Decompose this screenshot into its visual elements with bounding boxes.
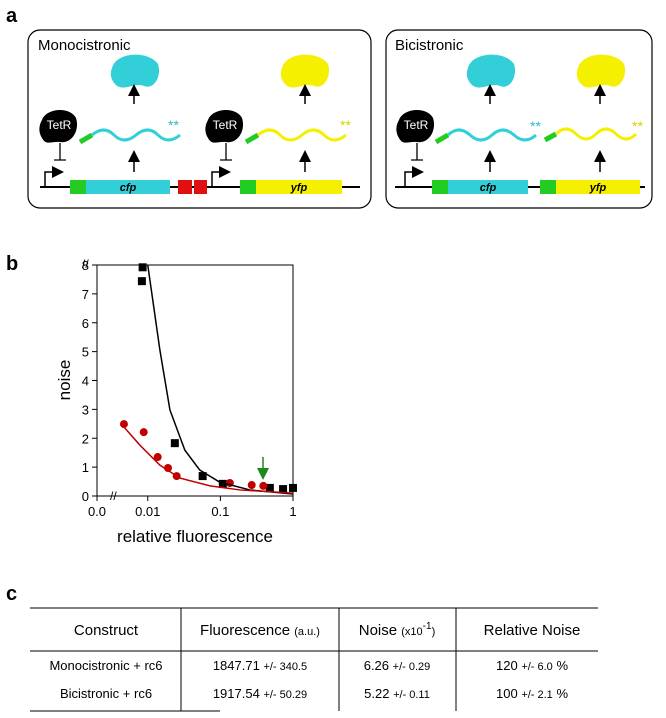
cell-error: +/- 0.11 xyxy=(393,689,430,701)
cell-unit: % xyxy=(556,658,568,673)
data-point xyxy=(247,481,256,490)
data-point xyxy=(259,481,268,490)
data-point xyxy=(170,439,179,448)
gene-label: yfp xyxy=(290,182,308,194)
gene-label: yfp xyxy=(589,182,607,194)
cell-error: +/- 50.29 xyxy=(263,689,307,701)
data-point xyxy=(164,463,173,472)
table-cell: 5.22 +/- 0.11 xyxy=(364,686,430,701)
panel-label: a xyxy=(6,5,18,27)
panel-label: c xyxy=(6,583,17,605)
y-tick-label: 8 xyxy=(82,258,89,273)
y-axis-label: noise xyxy=(55,360,74,401)
data-point xyxy=(119,420,128,429)
cell-unit: % xyxy=(556,686,568,701)
box-title: Bicistronic xyxy=(395,37,464,54)
stars: ** xyxy=(530,118,541,134)
cell-value: 100 xyxy=(496,686,518,701)
stars: ** xyxy=(632,118,643,134)
panel-label: b xyxy=(6,253,18,275)
gene-label: cfp xyxy=(120,182,137,194)
data-point xyxy=(153,453,162,462)
x-tick-label: 0.0 xyxy=(88,504,106,519)
monocistronic-diagram: Monocistronic TetR TetR cfp yfp ** ** xyxy=(27,29,372,209)
header-unit: ) xyxy=(432,626,436,638)
header-exp: -1 xyxy=(423,621,432,632)
table-header: Noise (x10-1) xyxy=(359,621,436,639)
cell-value: 6.26 xyxy=(364,658,389,673)
cell-value: 1917.54 xyxy=(213,686,260,701)
x-axis-label: relative fluorescence xyxy=(117,527,273,546)
y-tick-label: 5 xyxy=(82,345,89,360)
table-header: Relative Noise xyxy=(484,622,581,639)
data-point xyxy=(265,483,274,492)
data-point xyxy=(139,428,148,437)
cell-value: 5.22 xyxy=(364,686,389,701)
cell-error: +/- 2.1 xyxy=(521,689,553,701)
y-tick-label: 3 xyxy=(82,402,89,417)
y-tick-label: 2 xyxy=(82,431,89,446)
y-tick-label: 1 xyxy=(82,460,89,475)
table-header: Construct xyxy=(74,622,139,639)
table-cell: 1847.71 +/- 340.5 xyxy=(213,658,307,673)
header-unit: (a.u.) xyxy=(294,626,320,638)
axis-break: // xyxy=(82,257,89,271)
header-unit: (x10 xyxy=(401,626,422,638)
fit-line xyxy=(123,426,294,494)
table-cell: 100 +/- 2.1 % xyxy=(496,686,568,701)
repressor-label: TetR xyxy=(47,118,72,132)
y-tick-label: 0 xyxy=(82,489,89,504)
cell-value: 1847.71 xyxy=(213,658,260,673)
repressor-label: TetR xyxy=(213,118,238,132)
bicistronic-diagram: Bicistronic TetR cfp yfp ** ** xyxy=(385,29,653,209)
data-point xyxy=(198,472,207,481)
x-tick-label: 0.01 xyxy=(135,504,160,519)
table-header: Fluorescence (a.u.) xyxy=(200,622,320,639)
cell-error: +/- 0.29 xyxy=(393,661,431,673)
cell-value: 120 xyxy=(496,658,518,673)
data-point xyxy=(137,277,146,286)
cell-error: +/- 6.0 xyxy=(521,661,553,673)
fit-line xyxy=(147,264,294,495)
table-cell: 120 +/- 6.0 % xyxy=(496,658,568,673)
table-cell: Monocistronic + rc6 xyxy=(49,658,162,673)
table: Construct Fluorescence (a.u.) Noise (x10… xyxy=(30,607,598,712)
data-point xyxy=(218,479,227,488)
header-main: Fluorescence xyxy=(200,622,290,639)
stars: ** xyxy=(168,117,179,133)
axis-break: // xyxy=(110,489,117,503)
table-cell: 1917.54 +/- 50.29 xyxy=(213,686,307,701)
gene-label: cfp xyxy=(480,182,497,194)
y-tick-label: 4 xyxy=(82,374,89,389)
x-tick-label: 0.1 xyxy=(211,504,229,519)
data-point xyxy=(289,483,297,492)
data-point xyxy=(279,485,288,494)
stars: ** xyxy=(340,117,351,133)
table-cell: Bicistronic + rc6 xyxy=(60,686,152,701)
box-title: Monocistronic xyxy=(38,37,131,54)
data-point xyxy=(138,263,147,272)
header-main: Noise xyxy=(359,622,397,639)
chart: // // relative fluorescence noise 0 1 2 3 4 5… xyxy=(55,257,297,546)
y-tick-label: 7 xyxy=(82,287,89,302)
table-cell: 6.26 +/- 0.29 xyxy=(364,658,431,673)
x-tick-label: 1 xyxy=(289,504,296,519)
cell-error: +/- 340.5 xyxy=(263,661,307,673)
y-tick-label: 6 xyxy=(82,316,89,331)
repressor-label: TetR xyxy=(404,118,429,132)
